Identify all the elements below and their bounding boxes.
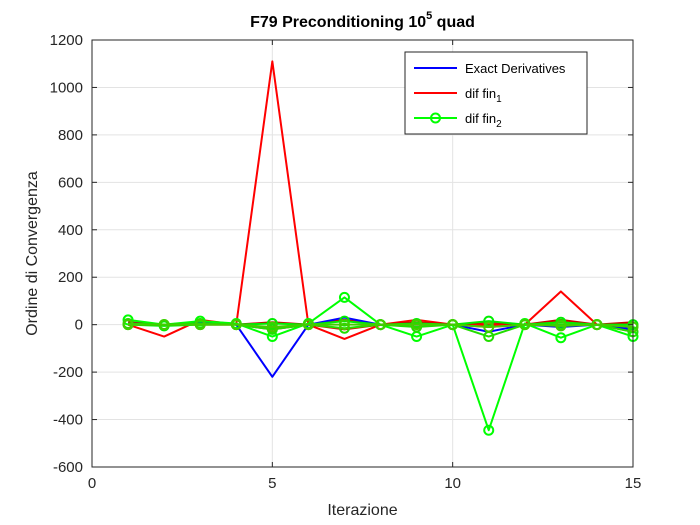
data-point (338, 319, 350, 331)
y-tick-label: 400 (58, 222, 83, 239)
legend-item-0: Exact Derivatives (414, 61, 566, 76)
data-point (302, 319, 314, 331)
data-point (555, 320, 567, 332)
legend-label-text: dif fin (465, 86, 496, 101)
x-tick-label: 15 (625, 475, 642, 492)
legend-label-subscript: 1 (496, 94, 502, 105)
chart-title-sup: 5 (426, 10, 432, 22)
y-tick-label: 200 (58, 269, 83, 286)
chart-title-rest: quad (432, 14, 475, 31)
y-tick-label: 1000 (50, 79, 83, 96)
series-layer (122, 60, 639, 436)
y-axis-label: Ordine di Convergenza (24, 171, 41, 336)
legend-label: dif fin1 (465, 86, 502, 105)
legend-label-text: dif fin (465, 111, 496, 126)
y-tick-label: -600 (53, 459, 83, 476)
legend-label-text: Exact Derivatives (465, 61, 566, 76)
x-tick-label: 0 (88, 475, 96, 492)
y-tick-label: -400 (53, 412, 83, 429)
data-point (194, 319, 206, 331)
chart-title: F79 Preconditioning 105 quad (250, 10, 475, 31)
series-fin2-7 (122, 319, 639, 333)
data-point (483, 424, 495, 436)
y-tick-label: 800 (58, 127, 83, 144)
data-point (266, 321, 278, 333)
legend-label-subscript: 2 (496, 119, 502, 130)
y-tick-label: 600 (58, 174, 83, 191)
data-point (555, 332, 567, 344)
x-axis-label: Iterazione (327, 502, 397, 519)
data-point (230, 319, 242, 331)
data-point (122, 319, 134, 331)
ticks: 0 5 10 15 -600 -400 -200 0 200 400 600 800 1000 1200 (50, 32, 642, 492)
data-point (519, 319, 531, 331)
data-point (375, 319, 387, 331)
legend-label: Exact Derivatives (465, 61, 566, 76)
legend-label: dif fin2 (465, 111, 502, 130)
x-tick-label: 10 (444, 475, 461, 492)
y-tick-label: -200 (53, 364, 83, 381)
legend-item-2: dif fin2 (414, 111, 502, 130)
data-point (447, 319, 459, 331)
data-point (338, 291, 350, 303)
data-point (411, 319, 423, 331)
data-point (591, 319, 603, 331)
y-tick-label: 0 (75, 317, 83, 334)
x-tick-label: 5 (268, 475, 276, 492)
data-point (483, 321, 495, 333)
legend-item-1: dif fin1 (414, 86, 502, 105)
series-line (128, 323, 634, 329)
plot-frame (91, 39, 634, 468)
data-point (158, 319, 170, 331)
legend-marker (430, 112, 441, 124)
y-tick-label: 1200 (50, 32, 83, 49)
data-point (483, 315, 495, 327)
chart-title-main: F79 Preconditioning 10 (250, 14, 426, 31)
